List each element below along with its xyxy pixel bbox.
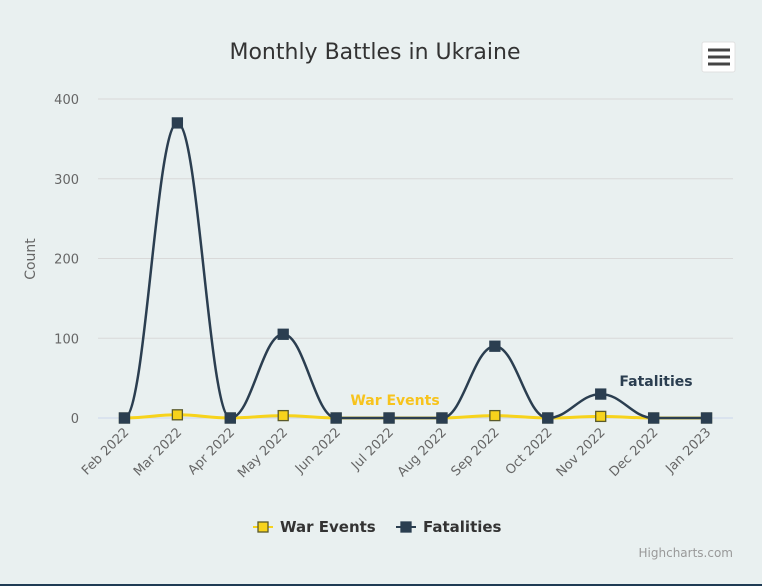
- series-fatalities: [118, 117, 713, 424]
- grid: [98, 98, 733, 419]
- data-point[interactable]: [436, 412, 448, 424]
- chart-menu-button[interactable]: [701, 41, 736, 73]
- data-point[interactable]: [647, 412, 660, 424]
- series-labels: War Events Fatalities: [350, 374, 692, 409]
- data-point[interactable]: [542, 412, 554, 424]
- war-events-inline-label: War Events: [350, 393, 439, 409]
- y-axis-ticks: 0 100 200 300 400: [54, 93, 79, 427]
- x-tick-label: Jul 2022: [348, 425, 397, 474]
- legend-item[interactable]: War Events: [253, 518, 376, 536]
- data-point[interactable]: [595, 410, 607, 423]
- series-group: [118, 117, 713, 424]
- x-tick-label: Feb 2022: [79, 425, 132, 478]
- chart-title: Monthly Battles in Ukraine: [229, 40, 520, 65]
- data-point[interactable]: [171, 409, 184, 421]
- data-point[interactable]: [595, 388, 607, 400]
- legend-label[interactable]: War Events: [280, 518, 376, 536]
- x-tick-label: Apr 2022: [185, 425, 238, 478]
- data-point[interactable]: [277, 409, 289, 422]
- legend-marker: [400, 521, 412, 533]
- data-point[interactable]: [489, 409, 501, 422]
- data-point[interactable]: [277, 328, 289, 340]
- x-tick-label: Aug 2022: [395, 425, 450, 480]
- y-tick-label: 300: [54, 173, 79, 188]
- data-point[interactable]: [383, 412, 395, 424]
- legend-item[interactable]: Fatalities: [396, 518, 502, 536]
- y-tick-label: 400: [54, 93, 79, 108]
- x-tick-label: Jan 2023: [663, 425, 715, 477]
- series-line: [123, 121, 707, 420]
- x-tick-label: Jun 2022: [292, 425, 344, 477]
- data-point[interactable]: [700, 412, 713, 424]
- y-tick-label: 100: [54, 332, 79, 347]
- y-axis-title: Count: [23, 238, 39, 280]
- data-point[interactable]: [489, 340, 501, 352]
- bottom-border: [0, 584, 762, 586]
- data-point[interactable]: [118, 412, 131, 424]
- credits-link[interactable]: Highcharts.com: [639, 546, 733, 560]
- x-tick-label: Nov 2022: [554, 425, 609, 480]
- data-point[interactable]: [224, 412, 236, 424]
- x-tick-label: Dec 2022: [607, 425, 662, 480]
- y-tick-label: 200: [54, 253, 79, 268]
- data-point[interactable]: [330, 412, 342, 424]
- x-tick-label: Mar 2022: [131, 425, 185, 479]
- x-tick-label: May 2022: [235, 425, 291, 481]
- x-tick-label: Sep 2022: [448, 425, 502, 479]
- legend-marker: [257, 521, 269, 533]
- series-war-events: [118, 409, 713, 424]
- data-point[interactable]: [171, 117, 184, 129]
- x-tick-label: Oct 2022: [503, 425, 556, 478]
- legend: War Events Fatalities: [253, 518, 502, 536]
- legend-label[interactable]: Fatalities: [423, 518, 502, 536]
- y-tick-label: 0: [71, 412, 79, 427]
- fatalities-inline-label: Fatalities: [619, 374, 692, 390]
- hamburger-menu-icon: [708, 48, 730, 66]
